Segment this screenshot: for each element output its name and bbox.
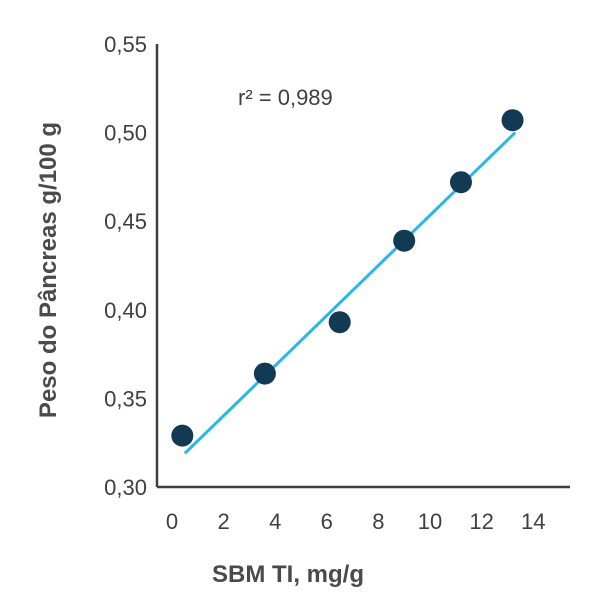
x-tick-label: 12 [469,509,493,534]
data-point [393,229,416,252]
y-tick-labels: 0,30 0,35 0,40 0,45 0,50 0,55 [104,32,147,500]
y-tick-label: 0,30 [104,475,147,500]
x-tick-label: 8 [372,509,384,534]
x-tick-label: 4 [269,509,281,534]
y-tick-label: 0,45 [104,209,147,234]
y-tick-label: 0,35 [104,386,147,411]
x-tick-label: 14 [521,509,545,534]
data-point [501,109,524,132]
data-point [449,171,472,194]
x-tick-label: 2 [217,509,229,534]
data-point [253,362,276,385]
x-tick-label: 6 [321,509,333,534]
x-axis-title: SBM TI, mg/g [212,561,364,588]
data-point [171,424,194,447]
data-point [328,311,351,334]
x-tick-labels: 0 2 4 6 8 10 12 14 [166,509,546,534]
y-tick-label: 0,55 [104,32,147,57]
axes [155,44,570,489]
x-tick-label: 10 [418,509,442,534]
y-axis-title: Peso do Pâncreas g/100 g [35,122,62,418]
data-points [171,109,524,447]
x-tick-label: 0 [166,509,178,534]
r-squared-annotation: r² = 0,989 [238,85,333,110]
y-tick-label: 0,50 [104,121,147,146]
y-tick-label: 0,40 [104,298,147,323]
